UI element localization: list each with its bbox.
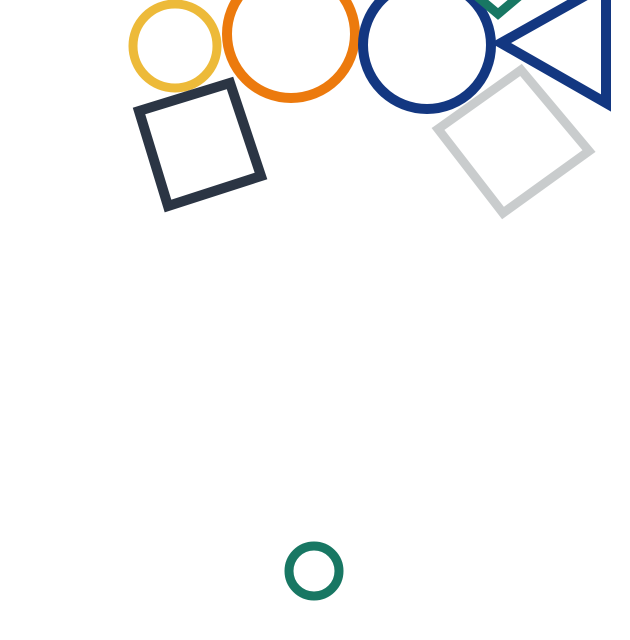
gray-square <box>431 63 596 220</box>
yellow-circle <box>128 0 222 93</box>
orange-circle <box>222 0 360 103</box>
navy-circle <box>358 0 496 114</box>
charcoal-square <box>132 76 268 213</box>
navy-triangle <box>490 0 611 112</box>
teal-circle <box>284 541 344 601</box>
teal-diamond <box>474 0 522 20</box>
